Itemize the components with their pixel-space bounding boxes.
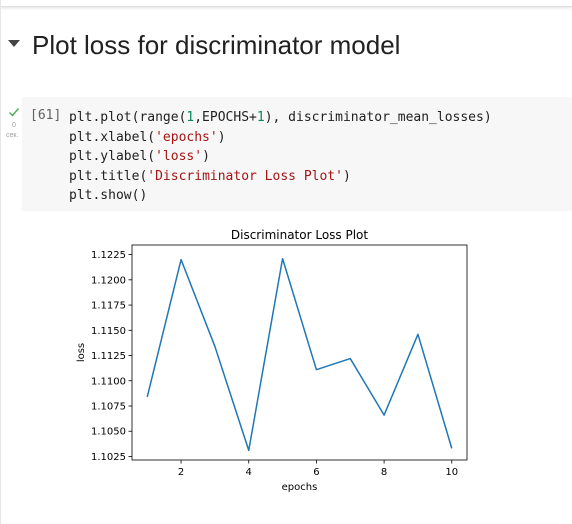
code-line: plt.xlabel('epochs') — [69, 128, 492, 148]
code-token: 1 — [186, 110, 195, 125]
y-tick-label: 1.1100 — [91, 376, 126, 387]
run-time-unit: сек. — [6, 132, 19, 139]
code-token: 'loss' — [155, 149, 203, 164]
execution-count: [61] — [30, 108, 62, 123]
code-line: plt.ylabel('loss') — [69, 147, 492, 167]
code-token: plt.xlabel( — [69, 129, 156, 145]
y-tick-label: 1.1075 — [91, 401, 126, 412]
code-token: plt.title( — [69, 168, 148, 184]
check-icon — [9, 108, 20, 117]
notebook-left-rail — [0, 0, 1, 524]
code-token: 1 — [256, 110, 265, 125]
code-line: plt.title('Discriminator Loss Plot') — [69, 167, 492, 187]
section-header: Plot loss for discriminator model — [0, 28, 560, 68]
plot-frame — [131, 244, 468, 461]
x-axis-label: epochs — [282, 482, 318, 493]
y-tick-label: 1.1150 — [91, 326, 126, 337]
run-time: 0 — [12, 122, 16, 129]
code-token: plt.ylabel( — [69, 149, 156, 164]
section-title: Plot loss for discriminator model — [32, 30, 401, 60]
y-tick-label: 1.1200 — [91, 275, 126, 286]
code-token: ) — [202, 149, 210, 164]
y-tick-label: 1.1225 — [91, 250, 126, 261]
code-token: 'Discriminator Loss Plot' — [147, 168, 343, 184]
code-token: plt.show() — [69, 188, 148, 203]
code-token: plt.plot(range( — [69, 110, 187, 125]
chart-title: Discriminator Loss Plot — [231, 228, 369, 242]
x-tick-label: 2 — [178, 467, 184, 478]
code-token: ) — [217, 129, 226, 145]
code-line: plt.plot(range(1,EPOCHS+1), discriminato… — [69, 108, 492, 128]
y-tick-label: 1.1175 — [91, 301, 126, 312]
code-line: plt.show() — [69, 186, 492, 206]
cell-output: Discriminator Loss Plot 1.1025 1.1050 1.107… — [70, 222, 490, 522]
x-tick-label: 4 — [246, 467, 252, 478]
y-tick-label: 1.1025 — [91, 452, 126, 463]
loss-series-line — [146, 257, 453, 452]
code-token: ), discriminator_mean_losses) — [264, 110, 492, 125]
x-tick-label: 6 — [313, 467, 319, 478]
code-cell[interactable]: [61] plt.plot(range(1,EPOCHS+1), discrim… — [22, 97, 572, 211]
top-toolbar-edge — [0, 0, 572, 7]
code-token: ,EPOCHS+ — [194, 110, 257, 125]
y-tick-label: 1.1050 — [91, 427, 126, 438]
y-tick-label: 1.1125 — [91, 351, 126, 362]
code-editor[interactable]: plt.plot(range(1,EPOCHS+1), discriminato… — [69, 108, 492, 206]
code-token: 'epochs' — [155, 129, 218, 145]
loss-chart: Discriminator Loss Plot 1.1025 1.1050 1.107… — [76, 228, 468, 493]
x-tick-label: 10 — [445, 467, 458, 478]
y-axis-label: loss — [76, 343, 87, 362]
collapse-arrow-icon[interactable] — [8, 40, 20, 47]
code-token: ) — [342, 168, 351, 184]
x-tick-label: 8 — [381, 467, 387, 478]
